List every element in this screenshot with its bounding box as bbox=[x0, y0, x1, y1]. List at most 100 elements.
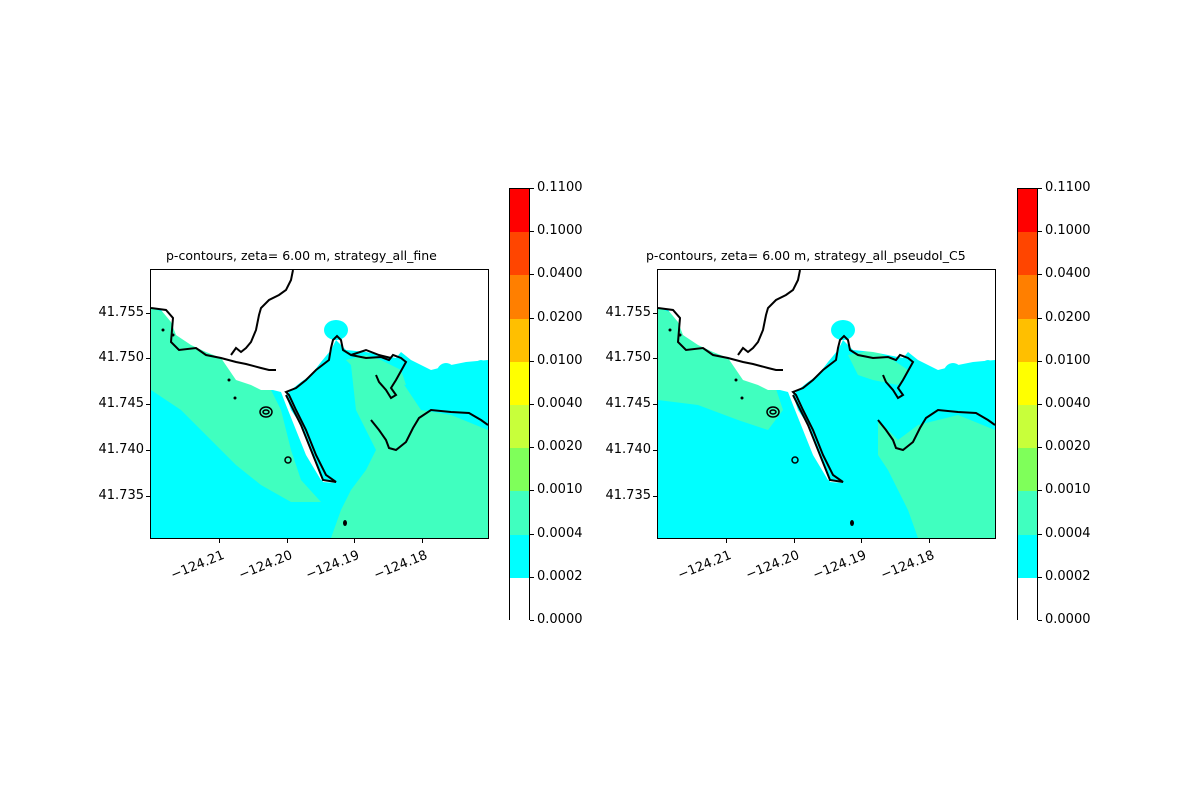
colorbar-segment bbox=[1018, 405, 1037, 449]
y-tick-label: 41.735 bbox=[605, 488, 652, 503]
colorbar-tick bbox=[530, 274, 534, 276]
colorbar-tick bbox=[1038, 274, 1042, 276]
y-tick-mark bbox=[653, 450, 657, 451]
colorbar-segment bbox=[1018, 189, 1037, 233]
y-tick-mark bbox=[146, 496, 150, 497]
colorbar-segment bbox=[510, 405, 529, 449]
colorbar-tick bbox=[1038, 620, 1042, 621]
x-tick-label: −124.21 bbox=[675, 548, 734, 584]
colorbar-tick bbox=[1038, 490, 1042, 492]
colorbar-label: 0.0100 bbox=[537, 352, 583, 368]
colorbar-tick bbox=[530, 533, 534, 535]
colorbar-label: 0.0400 bbox=[537, 266, 583, 282]
colorbar-segment bbox=[510, 361, 529, 406]
colorbar-tick bbox=[530, 447, 534, 449]
y-tick-mark bbox=[653, 496, 657, 497]
colorbar-label: 0.1100 bbox=[1045, 180, 1091, 195]
x-tick-label: −124.20 bbox=[236, 548, 295, 584]
colorbar-tick bbox=[530, 620, 534, 621]
x-tick-mark bbox=[422, 539, 423, 543]
colorbar-label: 0.1000 bbox=[1045, 223, 1091, 239]
x-tick-label: −124.18 bbox=[878, 548, 937, 584]
x-tick-mark bbox=[726, 539, 727, 543]
x-tick-label: −124.21 bbox=[168, 548, 227, 584]
colorbar-segment bbox=[510, 491, 529, 536]
y-tick-mark bbox=[653, 358, 657, 359]
colorbar-label: 0.1000 bbox=[537, 223, 583, 239]
colorbar-tick bbox=[1038, 576, 1042, 578]
colorbar-tick bbox=[530, 231, 534, 233]
map-title-pseudo: p-contours, zeta= 6.00 m, strategy_all_p… bbox=[646, 248, 966, 263]
colorbar-segment bbox=[1018, 275, 1037, 320]
x-tick-label: −124.18 bbox=[371, 548, 430, 584]
colorbar-tick bbox=[1038, 447, 1042, 449]
y-tick-label: 41.745 bbox=[98, 396, 145, 411]
colorbar-label: 0.0010 bbox=[1045, 482, 1091, 498]
colorbar-label: 0.0200 bbox=[537, 309, 583, 325]
colorbar-segment bbox=[510, 318, 529, 363]
x-tick-label: −124.19 bbox=[810, 548, 869, 584]
colorbar-segment bbox=[1018, 232, 1037, 276]
colorbar-label: 0.0000 bbox=[537, 612, 583, 627]
colorbar-label: 0.0020 bbox=[1045, 439, 1091, 455]
y-tick-label: 41.735 bbox=[98, 488, 145, 503]
colorbar-segment bbox=[1018, 361, 1037, 406]
colorbar-segment bbox=[510, 448, 529, 492]
x-tick-mark bbox=[287, 539, 288, 543]
colorbar-label: 0.0002 bbox=[537, 568, 583, 584]
colorbar-segment bbox=[1018, 491, 1037, 536]
colorbar-segment bbox=[1018, 318, 1037, 363]
colorbar-label: 0.0004 bbox=[1045, 525, 1091, 541]
y-tick-label: 41.740 bbox=[605, 442, 652, 457]
colorbar-tick bbox=[530, 490, 534, 492]
colorbar-tick bbox=[1038, 360, 1042, 362]
colorbar-label: 0.0000 bbox=[1045, 612, 1091, 627]
colorbar-segment bbox=[1018, 448, 1037, 492]
x-tick-mark bbox=[219, 539, 220, 543]
colorbar-label: 0.0040 bbox=[537, 396, 583, 411]
y-tick-mark bbox=[146, 313, 150, 314]
colorbar-tick bbox=[530, 576, 534, 578]
x-tick-mark bbox=[929, 539, 930, 543]
colorbar-label: 0.0200 bbox=[1045, 309, 1091, 325]
y-tick-mark bbox=[146, 358, 150, 359]
y-tick-label: 41.745 bbox=[605, 396, 652, 411]
y-tick-mark bbox=[146, 450, 150, 451]
colorbar-label: 0.0010 bbox=[537, 482, 583, 498]
colorbar-tick bbox=[530, 317, 534, 319]
colorbar-tick bbox=[1038, 404, 1042, 405]
y-tick-label: 41.750 bbox=[605, 350, 652, 365]
y-tick-mark bbox=[653, 404, 657, 405]
x-tick-mark bbox=[861, 539, 862, 543]
x-tick-mark bbox=[794, 539, 795, 543]
colorbar bbox=[509, 188, 530, 622]
colorbar-tick bbox=[530, 188, 534, 189]
colorbar-segment bbox=[510, 275, 529, 320]
colorbar-label: 0.0100 bbox=[1045, 352, 1091, 368]
map-plot-pseudo bbox=[657, 269, 996, 539]
colorbar-label: 0.1100 bbox=[537, 180, 583, 195]
x-tick-label: −124.20 bbox=[743, 548, 802, 584]
y-tick-label: 41.750 bbox=[98, 350, 145, 365]
colorbar-tick bbox=[1038, 231, 1042, 233]
map-plot-fine bbox=[150, 269, 489, 539]
y-tick-mark bbox=[653, 313, 657, 314]
colorbar-tick bbox=[530, 360, 534, 362]
y-tick-label: 41.740 bbox=[98, 442, 145, 457]
colorbar-tick bbox=[1038, 533, 1042, 535]
y-tick-mark bbox=[146, 404, 150, 405]
colorbar-segment bbox=[510, 534, 529, 579]
colorbar-segment bbox=[510, 189, 529, 233]
colorbar-label: 0.0040 bbox=[1045, 396, 1091, 411]
colorbar-segment bbox=[1018, 577, 1037, 622]
colorbar-label: 0.0400 bbox=[1045, 266, 1091, 282]
colorbar-segment bbox=[510, 577, 529, 622]
colorbar-label: 0.0002 bbox=[1045, 568, 1091, 584]
x-tick-label: −124.19 bbox=[303, 548, 362, 584]
x-tick-mark bbox=[354, 539, 355, 543]
colorbar-tick bbox=[1038, 188, 1042, 189]
colorbar-segment bbox=[510, 232, 529, 276]
colorbar bbox=[1017, 188, 1038, 622]
colorbar-segment bbox=[1018, 534, 1037, 579]
y-tick-label: 41.755 bbox=[98, 305, 145, 320]
